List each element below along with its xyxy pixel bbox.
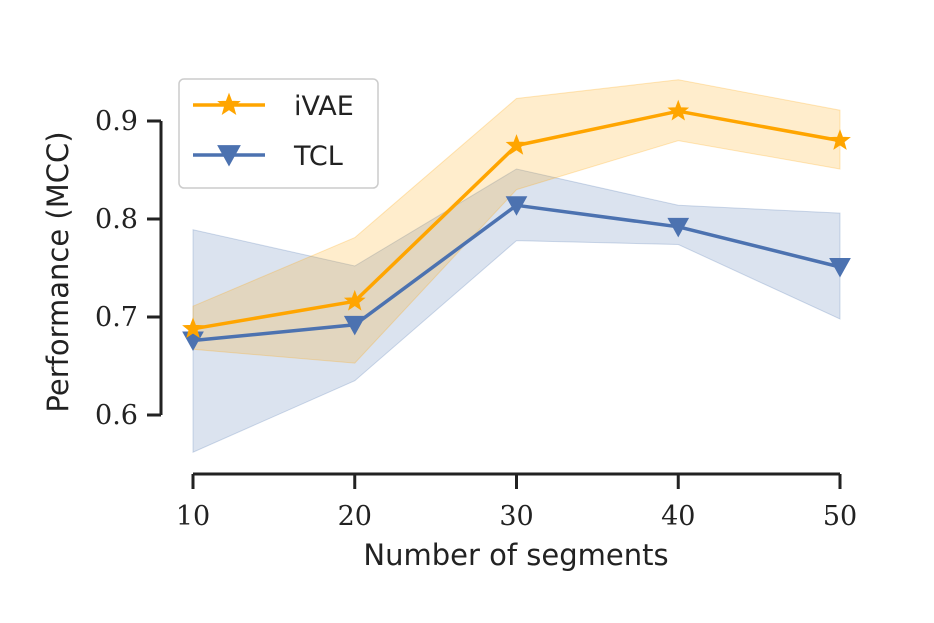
- x-tick-label-10: 10: [176, 501, 210, 532]
- y-tick-label-0.7: 0.7: [95, 302, 138, 333]
- marker-tcl-40: [667, 217, 690, 238]
- y-tick-label-0.6: 0.6: [95, 400, 138, 431]
- marker-ivae-50: [829, 129, 851, 150]
- y-ticks: 0.6 0.7 0.8 0.9: [95, 106, 161, 431]
- legend-marker-ivae: [217, 92, 241, 116]
- x-ticks: 10 20 30 40 50: [176, 474, 857, 532]
- marker-ivae-20: [343, 289, 366, 311]
- x-tick-label-50: 50: [823, 501, 857, 532]
- x-tick-label-30: 30: [499, 501, 533, 532]
- marker-tcl-20: [343, 315, 366, 336]
- x-tick-label-20: 20: [338, 501, 372, 532]
- legend-label-ivae: iVAE: [294, 91, 354, 122]
- marker-ivae-10: [182, 317, 204, 339]
- band-tcl: [192, 168, 841, 453]
- y-axis: 0.6 0.7 0.8 0.9: [95, 106, 163, 431]
- x-axis-label: Number of segments: [363, 538, 668, 572]
- y-tick-label-0.9: 0.9: [95, 106, 138, 137]
- marker-ivae-30: [505, 134, 528, 155]
- marker-tcl-30: [505, 196, 528, 216]
- series-markers: [182, 99, 851, 352]
- legend-items: iVAE TCL: [193, 91, 354, 172]
- legend-marker-tcl: [217, 145, 241, 167]
- marker-tcl-50: [829, 258, 851, 278]
- legend: iVAE TCL: [178, 78, 379, 189]
- y-axis-label: Performance (MCC): [41, 131, 75, 412]
- marker-ivae-40: [667, 99, 690, 121]
- y-tick-label-0.8: 0.8: [95, 204, 138, 235]
- legend-label-tcl: TCL: [293, 141, 343, 172]
- x-tick-label-40: 40: [661, 501, 695, 532]
- x-axis: 10 20 30 40 50: [176, 472, 857, 532]
